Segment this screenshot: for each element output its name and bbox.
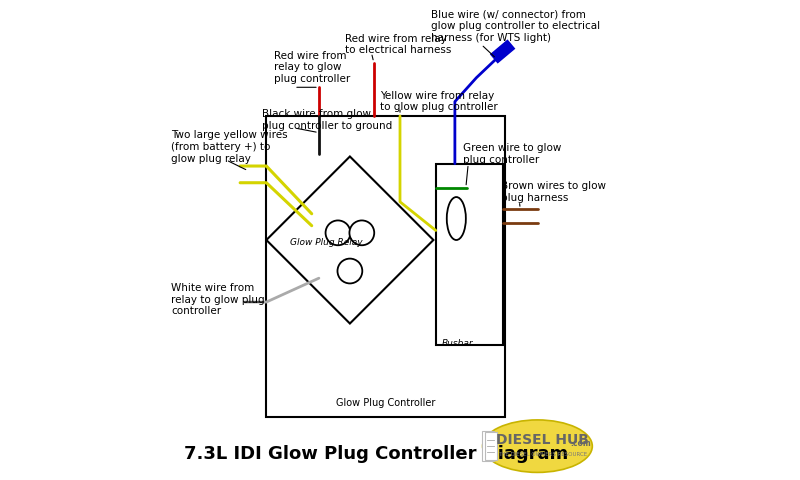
Text: Green wire to glow
plug controller: Green wire to glow plug controller — [463, 144, 562, 165]
Text: THE DIESEL OWNERS RESOURCE: THE DIESEL OWNERS RESOURCE — [498, 452, 586, 457]
Circle shape — [350, 220, 374, 245]
Bar — [266, 116, 505, 417]
Text: Blue wire (w/ connector) from
glow plug controller to electrical
harness (for WT: Blue wire (w/ connector) from glow plug … — [431, 10, 600, 43]
Text: .com: .com — [570, 439, 590, 448]
Polygon shape — [491, 41, 514, 62]
Text: Red wire from relay
to electrical harness: Red wire from relay to electrical harnes… — [345, 34, 451, 55]
Text: Busbar: Busbar — [442, 339, 473, 348]
Text: Brown wires to glow
plug harness: Brown wires to glow plug harness — [501, 181, 606, 203]
Ellipse shape — [482, 420, 592, 472]
Circle shape — [326, 220, 350, 245]
Bar — [485, 432, 498, 460]
Polygon shape — [266, 156, 434, 324]
Text: White wire from
relay to glow plug
controller: White wire from relay to glow plug contr… — [171, 283, 265, 316]
Bar — [436, 164, 502, 345]
Text: Black wire from glow
plug controller to ground: Black wire from glow plug controller to … — [262, 109, 392, 131]
Text: Glow Plug Relay: Glow Plug Relay — [290, 238, 362, 247]
Text: Red wire from
relay to glow
plug controller: Red wire from relay to glow plug control… — [274, 51, 350, 84]
Text: 7.3L IDI Glow Plug Controller Diagram: 7.3L IDI Glow Plug Controller Diagram — [184, 445, 568, 463]
Circle shape — [338, 259, 362, 283]
Text: Glow Plug Controller: Glow Plug Controller — [336, 398, 435, 408]
Text: DIESEL HUB: DIESEL HUB — [496, 433, 589, 447]
Ellipse shape — [446, 197, 466, 240]
Text: Yellow wire from relay
to glow plug controller: Yellow wire from relay to glow plug cont… — [380, 91, 498, 112]
Bar — [482, 431, 494, 461]
Text: Two large yellow wires
(from battery +) to
glow plug relay: Two large yellow wires (from battery +) … — [171, 131, 287, 164]
